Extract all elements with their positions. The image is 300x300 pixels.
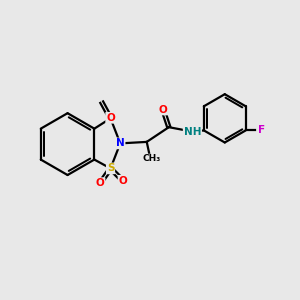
Text: CH₃: CH₃: [142, 154, 161, 164]
Text: O: O: [96, 178, 105, 188]
Text: S: S: [107, 164, 114, 173]
Text: O: O: [106, 113, 115, 123]
Text: F: F: [258, 125, 266, 135]
Text: O: O: [118, 176, 127, 186]
Text: NH: NH: [184, 127, 201, 136]
Text: N: N: [116, 138, 124, 148]
Text: O: O: [159, 104, 167, 115]
